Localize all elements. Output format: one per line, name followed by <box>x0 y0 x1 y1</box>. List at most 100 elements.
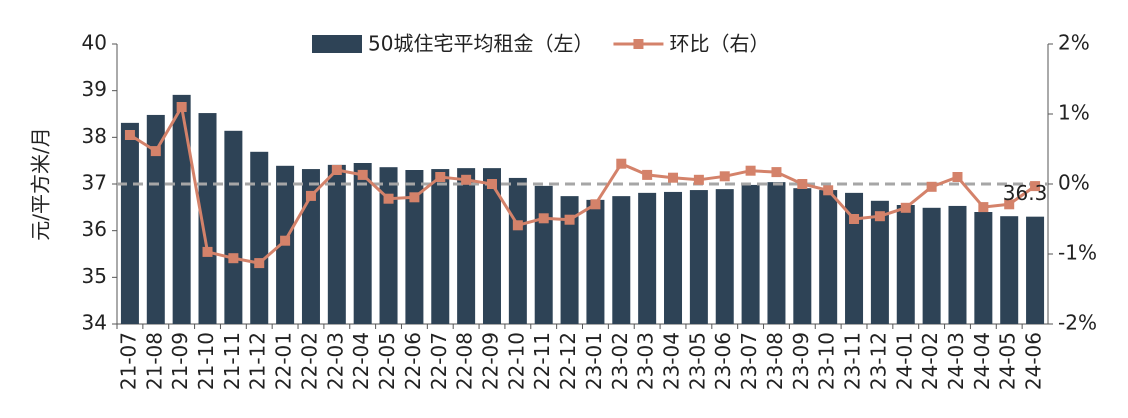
y2-tick-label: 2% <box>1058 31 1090 55</box>
line-marker <box>693 174 704 185</box>
x-tick-label: 21-11 <box>220 332 244 390</box>
x-tick-label: 21-08 <box>142 332 166 390</box>
x-tick-label: 22-08 <box>453 332 477 390</box>
line-marker <box>823 185 834 196</box>
x-tick-label: 23-07 <box>737 332 761 390</box>
bar <box>198 113 217 324</box>
x-tick-label: 24-03 <box>944 332 968 390</box>
legend-swatch <box>633 39 644 49</box>
x-tick-label: 23-11 <box>841 332 865 390</box>
line-marker <box>978 202 989 213</box>
line-marker <box>642 169 653 180</box>
x-tick-label: 23-12 <box>866 332 890 390</box>
bar <box>1026 216 1045 324</box>
x-tick-label: 23-03 <box>634 332 658 390</box>
y-tick-label: 37 <box>82 171 107 195</box>
x-tick-label: 22-04 <box>349 332 373 390</box>
bar <box>922 207 941 324</box>
y-tick-label: 38 <box>82 124 107 148</box>
line-marker <box>435 172 446 182</box>
line-marker <box>1030 181 1041 192</box>
y2-tick-label: 0% <box>1058 171 1090 195</box>
x-tick-label: 24-02 <box>918 332 942 390</box>
bar <box>120 122 139 324</box>
x-tick-label: 22-01 <box>272 332 296 390</box>
bar <box>508 177 527 324</box>
bar <box>689 190 708 324</box>
line-marker <box>254 258 265 269</box>
bar <box>793 188 812 324</box>
x-tick-label: 22-12 <box>556 332 580 390</box>
bar <box>534 185 553 324</box>
line-marker <box>202 246 213 257</box>
x-tick-label: 21-07 <box>116 332 140 390</box>
line-marker <box>383 193 394 204</box>
bar <box>482 168 501 324</box>
bar <box>845 192 864 324</box>
line-marker <box>461 174 472 185</box>
line-marker <box>616 158 627 169</box>
bar <box>327 164 346 324</box>
x-tick-label: 24-06 <box>1022 332 1046 390</box>
x-tick-label: 23-05 <box>685 332 709 390</box>
line-marker <box>590 199 601 210</box>
line-marker <box>280 235 291 246</box>
x-tick-label: 22-11 <box>530 332 554 390</box>
x-tick-label: 21-10 <box>194 332 218 390</box>
bar <box>741 184 760 324</box>
line-marker <box>564 214 575 225</box>
y2-tick-label: -1% <box>1058 241 1097 265</box>
bar <box>379 167 398 324</box>
line-marker <box>719 171 730 182</box>
line-marker <box>771 167 782 178</box>
x-tick-label: 23-01 <box>582 332 606 390</box>
line-marker <box>1004 199 1015 210</box>
bar <box>638 192 657 324</box>
x-tick-label: 22-03 <box>323 332 347 390</box>
y2-tick-label: 1% <box>1058 101 1090 125</box>
bar <box>146 114 165 324</box>
x-tick-label: 23-06 <box>711 332 735 390</box>
line-marker <box>874 211 885 222</box>
line-marker <box>124 130 135 140</box>
legend-label: 50城住宅平均租金（左） <box>368 32 593 56</box>
bar <box>664 191 683 324</box>
x-tick-label: 24-01 <box>892 332 916 390</box>
line-marker <box>357 169 368 180</box>
bar <box>870 200 889 324</box>
x-tick-label: 22-05 <box>375 332 399 390</box>
bar <box>974 212 993 324</box>
bar <box>250 151 269 324</box>
line-marker <box>486 179 497 189</box>
x-tick-label: 22-02 <box>297 332 321 390</box>
x-tick-label: 23-10 <box>815 332 839 390</box>
line-marker <box>900 202 911 213</box>
line-marker <box>512 220 523 231</box>
bar <box>560 196 579 324</box>
bar <box>767 182 786 324</box>
x-tick-label: 21-09 <box>168 332 192 390</box>
y-tick-label: 40 <box>82 31 107 55</box>
bar <box>715 189 734 324</box>
x-tick-label: 23-09 <box>789 332 813 390</box>
bar <box>431 169 450 324</box>
bar <box>819 190 838 324</box>
line-marker <box>228 253 239 264</box>
line-marker <box>745 165 756 176</box>
line-marker <box>150 146 161 157</box>
x-tick-label: 22-07 <box>427 332 451 390</box>
bar <box>586 199 605 324</box>
bar <box>1000 216 1019 324</box>
line-marker <box>409 192 420 203</box>
line-marker <box>305 190 316 201</box>
x-tick-label: 23-08 <box>763 332 787 390</box>
legend-swatch <box>312 35 362 53</box>
line-marker <box>849 214 860 224</box>
legend-label: 环比（右） <box>669 32 769 56</box>
y-tick-label: 35 <box>82 264 107 288</box>
bar <box>301 169 320 324</box>
x-tick-label: 24-05 <box>996 332 1020 390</box>
bar <box>948 205 967 324</box>
x-tick-label: 22-09 <box>478 332 502 390</box>
